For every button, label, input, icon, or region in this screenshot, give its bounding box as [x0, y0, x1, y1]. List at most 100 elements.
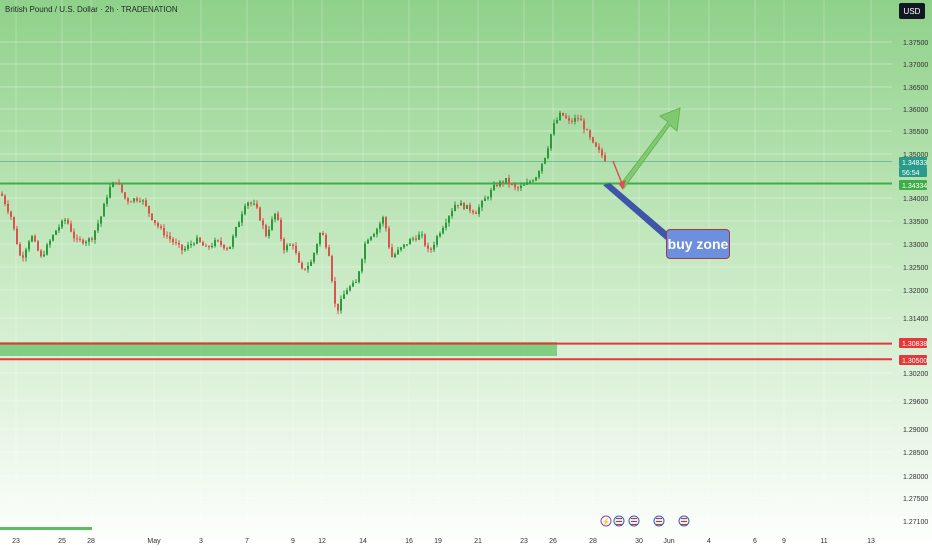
y-tick-label: 1.29600 — [903, 399, 928, 406]
candle-body — [223, 244, 225, 249]
us-flag-event-icon — [628, 515, 640, 527]
down-arrowhead — [618, 180, 626, 190]
candle-body — [94, 230, 96, 240]
candle-body — [10, 211, 12, 217]
candle-body — [40, 250, 42, 257]
y-tick-label: 1.30200 — [903, 371, 928, 378]
candle-body — [499, 181, 501, 187]
candle-body — [325, 235, 327, 248]
candle-body — [1, 193, 3, 196]
candle-body — [424, 234, 426, 246]
candle-body — [520, 185, 522, 188]
y-tick-label: 1.33000 — [903, 242, 928, 249]
candle-body — [304, 268, 306, 270]
callout-pointer — [603, 183, 672, 240]
price-levels — [0, 160, 892, 361]
candle-body — [169, 235, 171, 240]
candle-body — [373, 234, 375, 237]
candle-body — [412, 238, 414, 240]
candle-body — [322, 233, 324, 236]
candle-body — [136, 198, 138, 201]
candle-body — [463, 202, 465, 209]
candle-body — [151, 213, 153, 221]
candle-body — [22, 255, 24, 258]
candle-body — [439, 233, 441, 237]
candle-body — [37, 241, 39, 251]
candle-body — [598, 146, 600, 150]
candle-body — [58, 227, 60, 231]
candle-body — [79, 238, 81, 240]
candle-body — [442, 227, 444, 234]
candle-body — [370, 236, 372, 240]
candle-body — [19, 244, 21, 256]
candle-body — [457, 204, 459, 206]
y-tick-label: 1.27500 — [903, 496, 928, 503]
candle-body — [208, 246, 210, 248]
y-tick-label: 1.32500 — [903, 265, 928, 272]
x-tick-label: 26 — [549, 538, 557, 545]
candle-body — [118, 182, 120, 185]
candle-body — [52, 234, 54, 241]
candle-body — [523, 184, 525, 186]
candle-body — [226, 248, 228, 250]
candle-body — [406, 244, 408, 246]
candle-body — [580, 118, 582, 121]
candle-body — [415, 238, 417, 240]
candle-body — [100, 216, 102, 224]
candle-body — [454, 204, 456, 211]
candle-body — [7, 204, 9, 212]
candle-body — [61, 220, 63, 228]
currency-button[interactable]: USD — [899, 3, 925, 19]
candle-body — [265, 225, 267, 237]
price-tag-label: 1.30838 — [902, 341, 927, 348]
candle-body — [451, 210, 453, 217]
timeline-range-bar — [0, 527, 92, 530]
candle-body — [163, 227, 165, 236]
candle-body — [376, 228, 378, 235]
candle-body — [493, 184, 495, 191]
candle-body — [295, 245, 297, 253]
candle-body — [166, 235, 168, 237]
x-axis: 23 25 28 May 3 7 9 12 14 16 19 21 23 26 28 30 Jun 4 6 9 11 13 — [12, 538, 875, 545]
candle-body — [544, 157, 546, 164]
candle-body — [475, 212, 477, 215]
candle-body — [385, 217, 387, 229]
candle-body — [220, 240, 222, 245]
candle-body — [556, 119, 558, 124]
up-arrow — [619, 107, 681, 189]
candle-body — [481, 201, 483, 208]
green-zone-rect — [0, 342, 557, 356]
event-icons: ⚡ — [600, 515, 690, 527]
symbol-title: British Pound / U.S. Dollar · 2h · TRADE… — [5, 5, 178, 14]
y-tick-label: 1.28000 — [903, 474, 928, 481]
candle-body — [16, 228, 18, 245]
candle-body — [196, 237, 198, 244]
candle-body — [172, 239, 174, 243]
candle-body — [106, 197, 108, 204]
x-tick-label: 14 — [359, 538, 367, 545]
candle-body — [280, 219, 282, 239]
x-tick-label: 28 — [87, 538, 95, 545]
candle-body — [532, 180, 534, 182]
candle-body — [550, 134, 552, 149]
price-tag-support — [899, 180, 927, 190]
candle-body — [328, 247, 330, 256]
price-tag-resistance — [899, 338, 927, 348]
candle-body — [316, 244, 318, 253]
candle-body — [298, 252, 300, 263]
candle-body — [181, 244, 183, 251]
candle-body — [310, 261, 312, 267]
x-tick-label: 23 — [520, 538, 528, 545]
candle-body — [31, 236, 33, 242]
candle-body — [217, 240, 219, 242]
candle-body — [178, 242, 180, 245]
candle-body — [382, 217, 384, 224]
candle-body — [526, 182, 528, 185]
candle-body — [97, 223, 99, 231]
price-tag-resistance — [899, 355, 927, 365]
candle-body — [256, 203, 258, 208]
candle-body — [583, 120, 585, 130]
price-tags: 1.34833 56:54 1.34334 1.30838 1.30500 — [899, 157, 927, 365]
candle-body — [133, 198, 135, 202]
